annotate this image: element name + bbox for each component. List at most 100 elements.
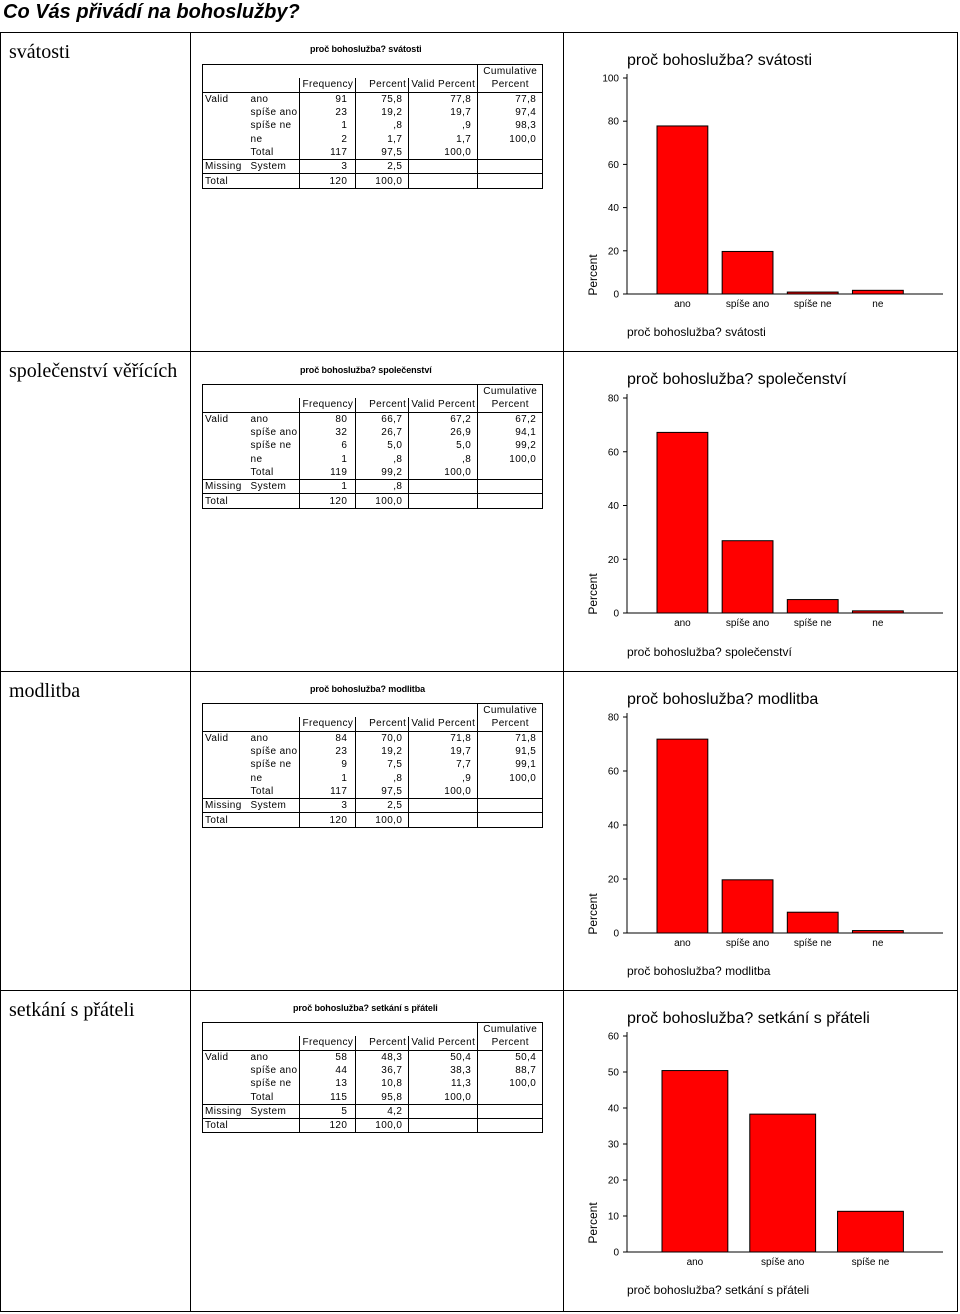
cell-valid-percent: 19,7 (408, 744, 478, 759)
cell-percent: 36,7 (355, 1063, 409, 1078)
cell-percent: ,8 (355, 452, 409, 466)
section-label: společenství věřících (9, 360, 178, 382)
header-valid-percent: Valid Percent (408, 717, 478, 732)
y-tick-label: 80 (608, 117, 620, 128)
header-row: Cumulative (201, 703, 544, 718)
frequency-table: Cumulative Frequency Percent Valid Percent P… (201, 384, 544, 509)
chart-title: proč bohoslužba? svátosti (627, 52, 812, 69)
cell-valid-percent: 11,3 (408, 1077, 478, 1091)
y-tick-label: 20 (608, 1176, 620, 1187)
row-category: spíše ano (250, 107, 298, 119)
table-row: spíše ano 32 26,7 26,9 94,1 (202, 425, 544, 440)
cell-cumulative-percent: 99,1 (477, 758, 544, 772)
row-category: ano (250, 413, 269, 425)
column-divider (563, 352, 564, 671)
row-category: ano (250, 93, 269, 105)
row-group: Total (202, 812, 249, 828)
row-category: ne (250, 772, 263, 784)
row-group: Total (202, 173, 249, 189)
header-valid-percent: Valid Percent (408, 398, 478, 413)
cell-cumulative-percent: 98,3 (477, 119, 544, 133)
cell-frequency: 23 (299, 744, 356, 759)
frequency-table: Cumulative Frequency Percent Valid Percent P… (201, 1022, 544, 1133)
cell-valid-percent: 100,0 (408, 1090, 478, 1105)
cell-percent: 5,0 (355, 439, 409, 453)
row-group (202, 425, 249, 440)
row-category: spíše ne (250, 120, 292, 132)
header-cumulative: Cumulative (477, 703, 544, 718)
cell-cumulative-percent (477, 1090, 544, 1105)
chart-title: proč bohoslužba? společenství (627, 371, 847, 388)
cell-percent: 2,5 (355, 159, 409, 174)
y-tick-label: 30 (608, 1140, 620, 1151)
row-group: Missing (202, 798, 249, 813)
x-tick-label: spíše ne (852, 1257, 890, 1268)
row-category: spíše ne (250, 1078, 292, 1090)
row-category: spíše ano (250, 427, 298, 439)
cell-cumulative-percent: 71,8 (477, 731, 544, 745)
y-tick-label: 20 (608, 246, 620, 257)
header-percent: Percent (355, 398, 409, 413)
row-group (202, 744, 249, 759)
y-tick-label: 0 (613, 609, 619, 620)
table-row: spíše ne 9 7,5 7,7 99,1 (202, 758, 544, 772)
bar (721, 250, 774, 295)
table-row: Total 120 100,0 (202, 493, 544, 509)
cell-frequency: 58 (299, 1050, 356, 1064)
y-tick-label: 40 (608, 821, 620, 832)
y-tick-label: 60 (608, 1032, 620, 1043)
row-group: Total (202, 1118, 249, 1133)
row-category: System (250, 161, 287, 173)
cell-valid-percent: 5,0 (408, 439, 478, 453)
table-row: Missing System 3 2,5 (202, 159, 544, 174)
row-category: ne (250, 453, 263, 465)
row-group: Missing (202, 479, 249, 494)
bar (661, 1070, 729, 1253)
cell-valid-percent: 50,4 (408, 1050, 478, 1064)
header-row: Cumulative (201, 384, 544, 399)
y-tick-label: 0 (613, 929, 619, 940)
y-axis-label: Percent (586, 573, 600, 615)
cell-cumulative-percent (477, 159, 544, 174)
table-row: Total 117 97,5 100,0 (202, 784, 544, 799)
table-row: spíše ano 23 19,2 19,7 91,5 (202, 744, 544, 759)
cell-cumulative-percent (477, 479, 544, 494)
cell-valid-percent (408, 493, 478, 509)
cell-valid-percent: 100,0 (408, 465, 478, 480)
header-row: Frequency Percent Valid Percent Percent (201, 717, 544, 732)
header-frequency: Frequency (299, 398, 356, 413)
table-row: Total 115 95,8 100,0 (202, 1090, 544, 1105)
y-tick-label: 40 (608, 203, 620, 214)
y-tick-label: 0 (613, 1248, 619, 1259)
cell-percent: 97,5 (355, 784, 409, 799)
bar (851, 289, 904, 295)
y-axis-label: Percent (586, 1202, 600, 1244)
header-valid-percent: Valid Percent (408, 78, 478, 93)
table-title: proč bohoslužba? společenství (300, 365, 432, 375)
y-tick-label: 60 (608, 160, 620, 171)
cell-cumulative-percent: 99,2 (477, 439, 544, 453)
table-row: Total 120 100,0 (202, 1118, 544, 1133)
table-row: Missing System 3 2,5 (202, 798, 544, 813)
row-category (249, 494, 300, 508)
cell-cumulative-percent (477, 173, 544, 189)
x-axis-label: proč bohoslužba? setkání s přáteli (627, 1283, 809, 1297)
table-row: spíše ne 1,8,9 98,3 (202, 119, 544, 133)
table-row: Valid ano 58 48,3 50,4 50,4 (202, 1050, 544, 1064)
cell-percent: 7,5 (355, 758, 409, 772)
y-tick-label: 40 (608, 1104, 620, 1115)
section-label: svátosti (9, 41, 71, 63)
column-divider (190, 991, 191, 1311)
row-category: ano (250, 732, 269, 744)
row-category: spíše ne (250, 440, 292, 452)
cell-percent: 19,2 (355, 105, 409, 120)
row-category (249, 174, 300, 188)
cell-percent: 1,7 (355, 132, 409, 146)
y-tick-label: 60 (608, 767, 620, 778)
row-category (249, 813, 300, 827)
x-tick-label: ano (674, 938, 691, 949)
row-group (202, 771, 249, 785)
cell-percent: 100,0 (355, 173, 409, 189)
cell-frequency: 5 (299, 1104, 356, 1119)
row-group (202, 145, 249, 160)
